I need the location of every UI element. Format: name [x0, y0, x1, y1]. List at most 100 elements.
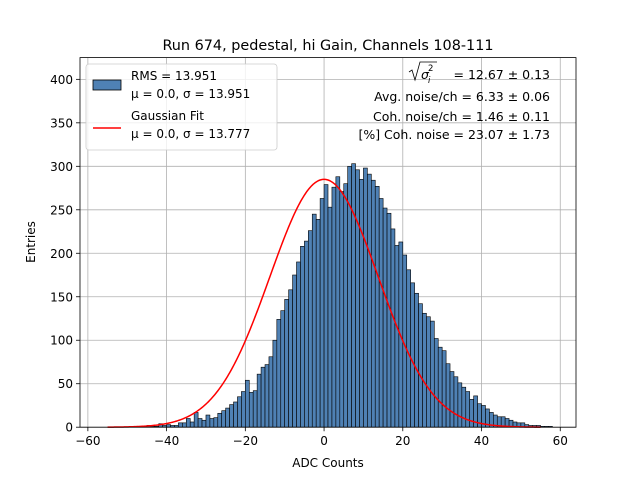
histogram-bar [193, 412, 199, 428]
legend-fit-params: μ = 0.0, σ = 13.777 [131, 127, 250, 141]
histogram-bar [367, 173, 372, 428]
legend: RMS = 13.951 μ = 0.0, σ = 13.951 Gaussia… [85, 63, 278, 151]
histogram-bar [441, 350, 447, 428]
plot-frame [79, 57, 577, 428]
histogram-bar [363, 167, 368, 428]
histogram-bar [292, 274, 297, 428]
x-tick-label: −20 [233, 434, 258, 448]
histogram-bar [237, 396, 242, 428]
histogram-bar [327, 206, 333, 428]
histogram-bar [351, 163, 356, 428]
y-tick-label: 100 [50, 334, 73, 348]
x-axis-ticks: −60 −40 −20 0 20 40 60 [75, 427, 568, 448]
histogram-bar [418, 303, 423, 428]
histogram-bar [445, 363, 451, 428]
histogram-bar [260, 366, 266, 428]
y-tick-label: 350 [50, 116, 73, 130]
histogram-bar [394, 245, 400, 428]
histogram-bar [189, 421, 195, 428]
histogram-bar [229, 404, 234, 428]
histogram-bar [371, 179, 376, 428]
noise-annotations: σ 2 i = 12.67 ± 0.13 Avg. noise/ch = 6.3… [358, 61, 550, 142]
histogram-bar [378, 198, 384, 428]
histogram-bar [308, 230, 313, 428]
histogram-bar [323, 184, 329, 428]
histogram-bar [241, 391, 246, 428]
gaussian-fit-curve [107, 178, 541, 428]
histogram-bar [426, 316, 431, 428]
histogram-bar [225, 407, 230, 428]
legend-box [85, 63, 278, 151]
histogram-bar [449, 371, 455, 428]
histogram-bar [272, 339, 278, 428]
y-tick-label: 150 [50, 290, 73, 304]
avg-noise-label: Avg. noise/ch = 6.33 ± 0.06 [374, 89, 550, 104]
svg-text:i: i [428, 76, 431, 86]
histogram-bar [311, 213, 317, 428]
legend-fit-label: Gaussian Fit [131, 109, 204, 123]
x-tick-label: 20 [395, 434, 410, 448]
histogram-bar [280, 310, 285, 428]
histogram-bar [296, 261, 301, 428]
x-tick-label: 60 [553, 434, 568, 448]
histogram-bar [315, 219, 321, 428]
histogram-bar [331, 186, 337, 428]
svg-text:2: 2 [428, 64, 433, 74]
histogram-bar [201, 419, 207, 428]
histogram-bar [288, 289, 293, 428]
histogram-bar [276, 319, 282, 428]
histogram-bar [374, 186, 380, 428]
histogram-bar [252, 390, 258, 428]
histogram-bar [197, 418, 203, 428]
legend-rms-params: μ = 0.0, σ = 13.951 [131, 87, 250, 101]
histogram-bar [433, 338, 439, 428]
histogram-bar [335, 176, 341, 428]
histogram-bar [453, 376, 459, 428]
histogram-bar [217, 412, 223, 428]
histogram-bar [300, 246, 305, 428]
legend-bar-swatch [92, 79, 122, 91]
histogram-bar [359, 179, 364, 428]
histogram-bar [233, 401, 238, 428]
x-tick-label: 0 [320, 434, 328, 448]
y-tick-label: 400 [50, 73, 73, 87]
histogram-bar [465, 391, 471, 428]
x-tick-label: −60 [75, 434, 100, 448]
histogram-bar [268, 356, 274, 428]
x-tick-label: 40 [474, 434, 489, 448]
histogram-bar [422, 312, 427, 428]
histogram-bar [386, 212, 392, 428]
histogram-bar [457, 382, 463, 428]
histogram-bar [430, 320, 435, 428]
sqrt-sigma-symbol: σ 2 i [408, 61, 437, 86]
histogram-bar [178, 422, 183, 428]
histogram-bar [410, 282, 415, 428]
histogram-bar [406, 269, 411, 428]
legend-rms-label: RMS = 13.951 [131, 69, 217, 83]
histogram-bar [205, 414, 211, 428]
y-tick-label: 50 [58, 377, 73, 391]
sigma-noise-value: = 12.67 ± 0.13 [454, 67, 550, 82]
y-tick-label: 0 [65, 421, 73, 435]
histogram-bar [355, 169, 360, 428]
histogram-bar [304, 240, 309, 428]
histogram-bar [343, 183, 348, 428]
histogram-bar [264, 364, 270, 428]
y-axis-ticks: 0 50 100 150 200 250 300 350 400 [50, 73, 80, 435]
histogram-bar [185, 418, 191, 428]
y-tick-label: 250 [50, 203, 73, 217]
histogram-bar [319, 198, 325, 428]
histogram-bar [339, 191, 345, 428]
histogram-bar [390, 228, 396, 428]
histogram-bar [469, 399, 474, 428]
y-tick-label: 200 [50, 247, 73, 261]
histogram-bars [130, 163, 553, 428]
svg-text:σ: σ [421, 67, 430, 82]
chart-title: Run 674, pedestal, hi Gain, Channels 108… [162, 38, 493, 54]
histogram-bar [461, 386, 467, 428]
histogram-bar [221, 410, 226, 428]
histogram-bar [209, 418, 215, 428]
y-axis-label: Entries [24, 221, 38, 263]
x-axis-label: ADC Counts [292, 456, 364, 470]
